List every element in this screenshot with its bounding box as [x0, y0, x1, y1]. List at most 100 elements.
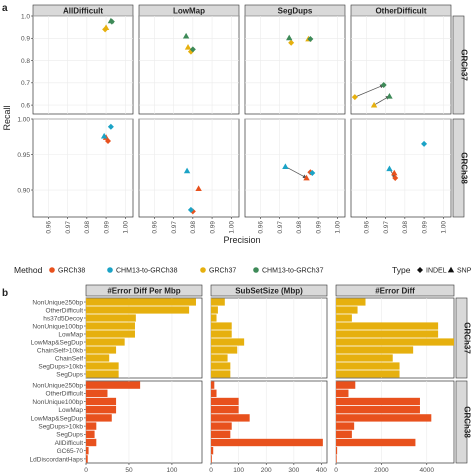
category-label-lddiscordanthaps: LdDiscordantHaps — [30, 456, 84, 463]
bar-segdups — [211, 370, 231, 378]
change-arrow — [354, 84, 385, 98]
category-label-lowmap-segdup: LowMap&SegDup — [31, 339, 84, 346]
legend-swatch-grch37 — [200, 267, 206, 273]
bar-lowmap — [336, 406, 420, 414]
point-grch38-snp — [391, 169, 398, 176]
point-chm13-to-grch38-snp — [183, 167, 191, 174]
category-label-otherdifficult: OtherDifficult — [46, 391, 84, 398]
bar-nonunique100bp — [211, 322, 232, 330]
bar-nonunique100bp — [86, 397, 117, 406]
x-tick-label: 0.97 — [65, 221, 72, 234]
x-tick-label: 0 — [334, 467, 338, 474]
facet-grch37-error-diff-per-mbp — [85, 297, 203, 379]
legend-label-chm13-to-grch37: CHM13-to-GRCh37 — [262, 268, 324, 275]
bar-chainself-10kb — [336, 346, 414, 354]
bar-lowmap-segdup — [86, 414, 112, 422]
y-tick-label: 0.9 — [21, 36, 30, 43]
category-label-nonunique100bp: NonUnique100bp — [32, 323, 83, 330]
bar-lowmap — [86, 330, 135, 338]
x-tick-label: 1.00 — [441, 221, 448, 234]
strip-error-diff-per-mbp — [85, 284, 203, 297]
bar-gc65-70 — [86, 447, 89, 455]
point-chm13-to-grch38-indel — [309, 169, 316, 176]
point-chm13-to-grch38-indel — [187, 206, 194, 213]
bar-panel-b: #Error Diff Per Mbp SubSetSize (Mbp) #Erro… — [30, 284, 471, 474]
x-tick-label: 0.96 — [364, 221, 371, 234]
bar-chainself — [336, 354, 393, 362]
x-tick-label: 0.97 — [383, 221, 390, 234]
bar-chainself-10kb — [86, 346, 117, 354]
y-tick-label: 0.95 — [17, 152, 30, 159]
y-tick-label: 1.0 — [21, 13, 30, 20]
bar-segdups-10kb — [86, 362, 119, 370]
x-tick-label: 0.98 — [190, 221, 197, 234]
legend-label-indel: INDEL — [426, 268, 447, 275]
y-axis-title: Recall — [2, 105, 12, 130]
bar-segdups-10kb — [336, 422, 355, 430]
legend-swatch-chm13-to-grch37 — [253, 267, 259, 273]
x-tick-label: 0.96 — [258, 221, 265, 234]
change-arrow — [285, 166, 307, 179]
bar-otherdifficult — [211, 306, 218, 314]
point-chm13-to-grch37-snp — [107, 17, 115, 24]
category-label-nonunique100bp: NonUnique100bp — [32, 399, 83, 406]
x-tick-label: 0.99 — [315, 221, 322, 234]
bar-nonunique100bp — [86, 322, 135, 330]
x-tick-label: 1.00 — [335, 221, 342, 234]
bar-otherdifficult — [211, 389, 217, 397]
bar-otherdifficult — [86, 306, 190, 314]
point-chm13-to-grch37-snp — [386, 92, 393, 99]
bar-lddiscordanthaps — [86, 455, 88, 463]
bar-chainself — [211, 354, 228, 362]
x-tick-label: 4000 — [420, 467, 435, 474]
y-tick-label: 0.8 — [21, 58, 30, 65]
category-label-lowmap-segdup: LowMap&SegDup — [31, 415, 84, 422]
category-label-segdups-10kb: SegDups>10kb — [38, 424, 83, 431]
facet-frame — [244, 118, 346, 218]
strip-label-error-diff: #Error Diff — [375, 286, 415, 295]
facet-grch38-error-diff-per-mbp — [85, 380, 203, 464]
point-grch37-indel — [351, 94, 358, 101]
bar-otherdifficult — [336, 389, 349, 397]
strip-subsetsize-mbp — [210, 284, 328, 297]
bar-nonunique100bp — [336, 397, 420, 406]
bar-hs37d5decoy — [336, 314, 352, 322]
y-tick-label: 0.7 — [21, 80, 30, 87]
row-strip-grch37 — [455, 297, 468, 379]
bar-chainself — [86, 354, 110, 362]
facet-frame — [138, 15, 240, 115]
legend: Method GRCh38 CHM13-to-GRCh38 GRCh37 CHM13-t… — [14, 265, 472, 275]
point-grch37-snp — [370, 101, 378, 108]
facet-grch38-subsetsize-mbp — [210, 380, 328, 464]
bar-segdups — [86, 430, 95, 438]
y-tick-label: 1.00 — [17, 116, 30, 123]
category-label-segdups: SegDups — [56, 432, 83, 439]
row-strip-grch38 — [452, 118, 465, 218]
bar-lddiscordanthaps — [211, 455, 212, 463]
facet-frame — [138, 118, 240, 218]
point-chm13-to-grch37-snp — [182, 32, 190, 39]
bar-lowmap-segdup — [211, 414, 250, 422]
x-tick-label: 1.00 — [123, 221, 130, 234]
bar-lowmap-segdup — [211, 338, 245, 346]
legend-label-grch38: GRCh38 — [58, 268, 85, 275]
y-tick-label: 0.6 — [21, 102, 30, 109]
scatter-panel-a: AllDifficult LowMap SegDups OtherDifficult G… — [2, 4, 468, 245]
x-tick-label: 0 — [84, 467, 88, 474]
bar-nonunique250bp — [211, 298, 225, 306]
point-grch38-snp — [303, 174, 310, 181]
bar-otherdifficult — [86, 389, 108, 397]
bar-nonunique250bp — [336, 381, 356, 389]
facet-grch37-segdups — [244, 15, 346, 115]
bar-lowmap-segdup — [336, 414, 432, 422]
strip-error-diff — [335, 284, 455, 297]
row-strip-label-grch37: GRCh37 — [462, 322, 471, 354]
facet-frame — [210, 380, 328, 464]
x-tick-label: 100 — [233, 467, 244, 474]
point-chm13-to-grch38-snp — [282, 163, 289, 169]
facet-grch37-otherdifficult — [350, 15, 452, 115]
panel-label-a: a — [2, 3, 8, 14]
bar-lowmap — [86, 406, 117, 414]
bar-alldifficult — [211, 438, 323, 447]
